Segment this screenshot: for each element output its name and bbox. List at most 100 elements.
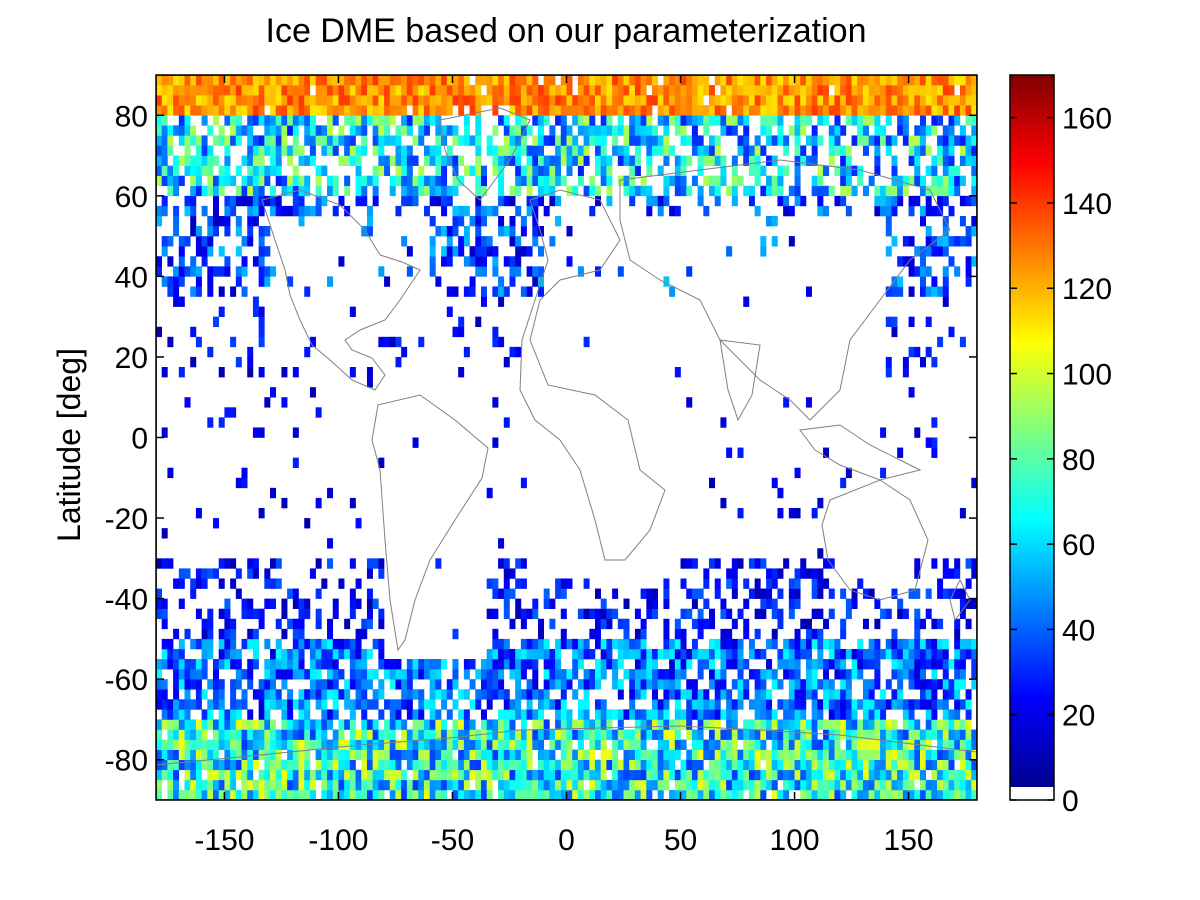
heatmap-cell [549,648,556,660]
heatmap-cell [754,608,761,620]
heatmap-cell [834,115,841,126]
heatmap-cell [629,85,636,96]
heatmap-cell [823,769,830,781]
heatmap-cell [361,105,368,116]
heatmap-cell [520,226,527,237]
heatmap-cell [572,95,579,106]
heatmap-cell [173,669,180,680]
heatmap-cell [190,588,197,599]
heatmap-cell [161,165,168,176]
heatmap-cell [520,125,527,136]
heatmap-cell [595,679,602,690]
heatmap-cell [834,125,841,136]
heatmap-cell [184,568,191,579]
heatmap-cell [509,648,516,660]
heatmap-cell [235,215,242,227]
heatmap-cell [486,789,493,800]
heatmap-cell [697,739,704,750]
heatmap-cell [372,729,379,740]
heatmap-cell [583,115,590,126]
heatmap-cell [292,638,299,650]
heatmap-cell [845,115,852,126]
heatmap-cell [406,185,413,197]
heatmap-cell [640,125,647,136]
heatmap-cell [161,75,168,86]
heatmap-cell [423,739,430,750]
heatmap-cell [845,95,852,106]
heatmap-cell [777,175,784,187]
heatmap-cell [526,789,533,800]
heatmap-cell [914,346,921,358]
heatmap-cell [600,669,607,680]
heatmap-cell [914,155,921,166]
heatmap-cell [834,648,841,660]
heatmap-cell [783,699,790,710]
heatmap-cell [845,598,852,609]
heatmap-cell [942,165,949,176]
heatmap-cell [805,739,812,750]
heatmap-cell [686,719,693,730]
heatmap-cell [714,578,721,589]
heatmap-cell [817,779,824,791]
heatmap-cell [412,669,419,680]
heatmap-cell [663,75,670,86]
heatmap-cell [817,95,824,106]
heatmap-cell [942,719,949,730]
heatmap-cell [161,135,168,146]
heatmap-cell [629,669,636,680]
heatmap-cell [492,749,499,761]
heatmap-cell [213,679,220,690]
heatmap-cell [475,236,482,247]
heatmap-cell [577,749,584,761]
heatmap-cell [327,95,334,106]
heatmap-cell [526,205,533,217]
heatmap-cell [195,679,202,690]
heatmap-cell [612,789,619,800]
heatmap-cell [275,659,282,670]
heatmap-cell [766,719,773,730]
heatmap-cell [657,679,664,690]
heatmap-cell [914,105,921,116]
heatmap-cell [794,125,801,136]
heatmap-cell [823,779,830,791]
heatmap-cell [532,729,539,740]
heatmap-cell [783,105,790,116]
heatmap-cell [777,769,784,781]
heatmap-cell [828,75,835,86]
heatmap-cell [509,125,516,136]
heatmap-cell [292,749,299,761]
heatmap-cell [332,185,339,197]
heatmap-cell [190,356,197,368]
heatmap-cell [281,85,288,96]
heatmap-cell [458,135,465,146]
heatmap-cell [441,256,448,267]
heatmap-cell [606,75,613,86]
heatmap-cell [634,709,641,720]
heatmap-cell [435,669,442,680]
heatmap-cell [720,95,727,106]
heatmap-cell [771,749,778,761]
heatmap-cell [663,648,670,660]
heatmap-cell [754,205,761,217]
heatmap-cell [378,739,385,750]
heatmap-cell [441,205,448,217]
heatmap-cell [686,266,693,277]
heatmap-cell [652,659,659,670]
heatmap-cell [720,115,727,126]
heatmap-cell [914,588,921,599]
heatmap-cell [805,789,812,800]
heatmap-cell [281,185,288,197]
heatmap-cell [258,175,265,187]
heatmap-cell [720,669,727,680]
heatmap-cell [441,699,448,710]
heatmap-cell [503,689,510,700]
heatmap-cell [315,175,322,187]
heatmap-cell [720,759,727,771]
heatmap-cell [566,769,573,781]
heatmap-cell [817,185,824,197]
heatmap-cell [156,105,162,116]
heatmap-cell [258,789,265,800]
heatmap-cell [965,105,972,116]
heatmap-cell [902,719,909,730]
heatmap-cell [378,568,385,579]
